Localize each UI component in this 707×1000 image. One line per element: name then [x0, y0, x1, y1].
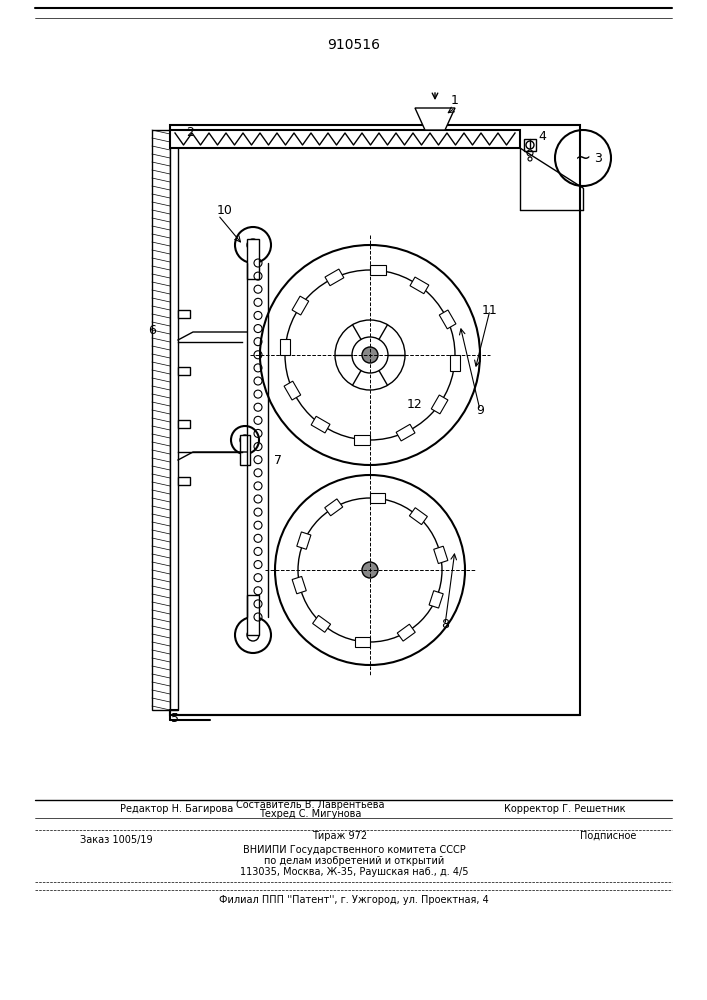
- Polygon shape: [354, 435, 370, 445]
- Text: Филиал ППП ''Патент'', г. Ужгород, ул. Проектная, 4: Филиал ППП ''Патент'', г. Ужгород, ул. П…: [219, 895, 489, 905]
- Text: Корректор Г. Решетник: Корректор Г. Решетник: [504, 804, 626, 814]
- Polygon shape: [439, 310, 456, 329]
- Polygon shape: [284, 381, 300, 400]
- Polygon shape: [370, 265, 386, 275]
- Text: 9: 9: [476, 403, 484, 416]
- Text: ~: ~: [575, 148, 591, 167]
- Text: 2: 2: [186, 125, 194, 138]
- Text: 10: 10: [217, 204, 233, 217]
- Text: по делам изобретений и открытий: по делам изобретений и открытий: [264, 856, 444, 866]
- Bar: [178, 477, 190, 485]
- Bar: [170, 130, 178, 710]
- Text: 5: 5: [171, 712, 179, 724]
- Text: 1: 1: [451, 94, 459, 106]
- Polygon shape: [429, 591, 443, 608]
- Bar: [152, 130, 170, 710]
- Polygon shape: [396, 424, 415, 441]
- Text: 7: 7: [274, 454, 282, 466]
- Text: 11: 11: [482, 304, 498, 316]
- Text: 8: 8: [441, 618, 449, 632]
- Text: Техред С. Мигунова: Техред С. Мигунова: [259, 809, 361, 819]
- Bar: [178, 420, 190, 428]
- Bar: [178, 310, 190, 318]
- Circle shape: [362, 347, 378, 363]
- Polygon shape: [433, 546, 448, 564]
- Text: ВНИИПИ Государственного комитета СССР: ВНИИПИ Государственного комитета СССР: [243, 845, 465, 855]
- Text: 4: 4: [538, 130, 546, 143]
- Text: Заказ 1005/19: Заказ 1005/19: [80, 835, 153, 845]
- Polygon shape: [297, 532, 311, 549]
- Text: 910516: 910516: [327, 38, 380, 52]
- Text: 6: 6: [148, 324, 156, 336]
- Polygon shape: [450, 355, 460, 371]
- Polygon shape: [431, 395, 448, 414]
- Text: 12: 12: [407, 398, 423, 412]
- Polygon shape: [409, 508, 428, 525]
- Circle shape: [362, 562, 378, 578]
- Bar: [247, 595, 259, 635]
- Polygon shape: [311, 416, 330, 433]
- Polygon shape: [312, 615, 331, 632]
- Text: Редактор Н. Багирова: Редактор Н. Багирова: [120, 804, 233, 814]
- Polygon shape: [280, 339, 290, 355]
- Polygon shape: [325, 499, 343, 516]
- Polygon shape: [292, 576, 306, 594]
- Bar: [170, 125, 580, 715]
- Polygon shape: [355, 637, 370, 647]
- Text: 113035, Москва, Ж-35, Раушская наб., д. 4/5: 113035, Москва, Ж-35, Раушская наб., д. …: [240, 867, 468, 877]
- Bar: [524, 139, 536, 151]
- Polygon shape: [410, 277, 429, 294]
- Polygon shape: [292, 296, 309, 315]
- Text: 3: 3: [594, 151, 602, 164]
- Bar: [170, 130, 520, 148]
- Text: Подписное: Подписное: [580, 831, 636, 841]
- Text: Составитель В. Лаврентьева: Составитель В. Лаврентьева: [235, 800, 384, 810]
- Polygon shape: [415, 108, 455, 130]
- Polygon shape: [397, 624, 415, 641]
- Polygon shape: [325, 269, 344, 286]
- Bar: [240, 435, 250, 465]
- Text: Тираж 972: Тираж 972: [312, 831, 368, 841]
- Bar: [178, 367, 190, 375]
- Polygon shape: [370, 493, 385, 503]
- Bar: [247, 239, 259, 279]
